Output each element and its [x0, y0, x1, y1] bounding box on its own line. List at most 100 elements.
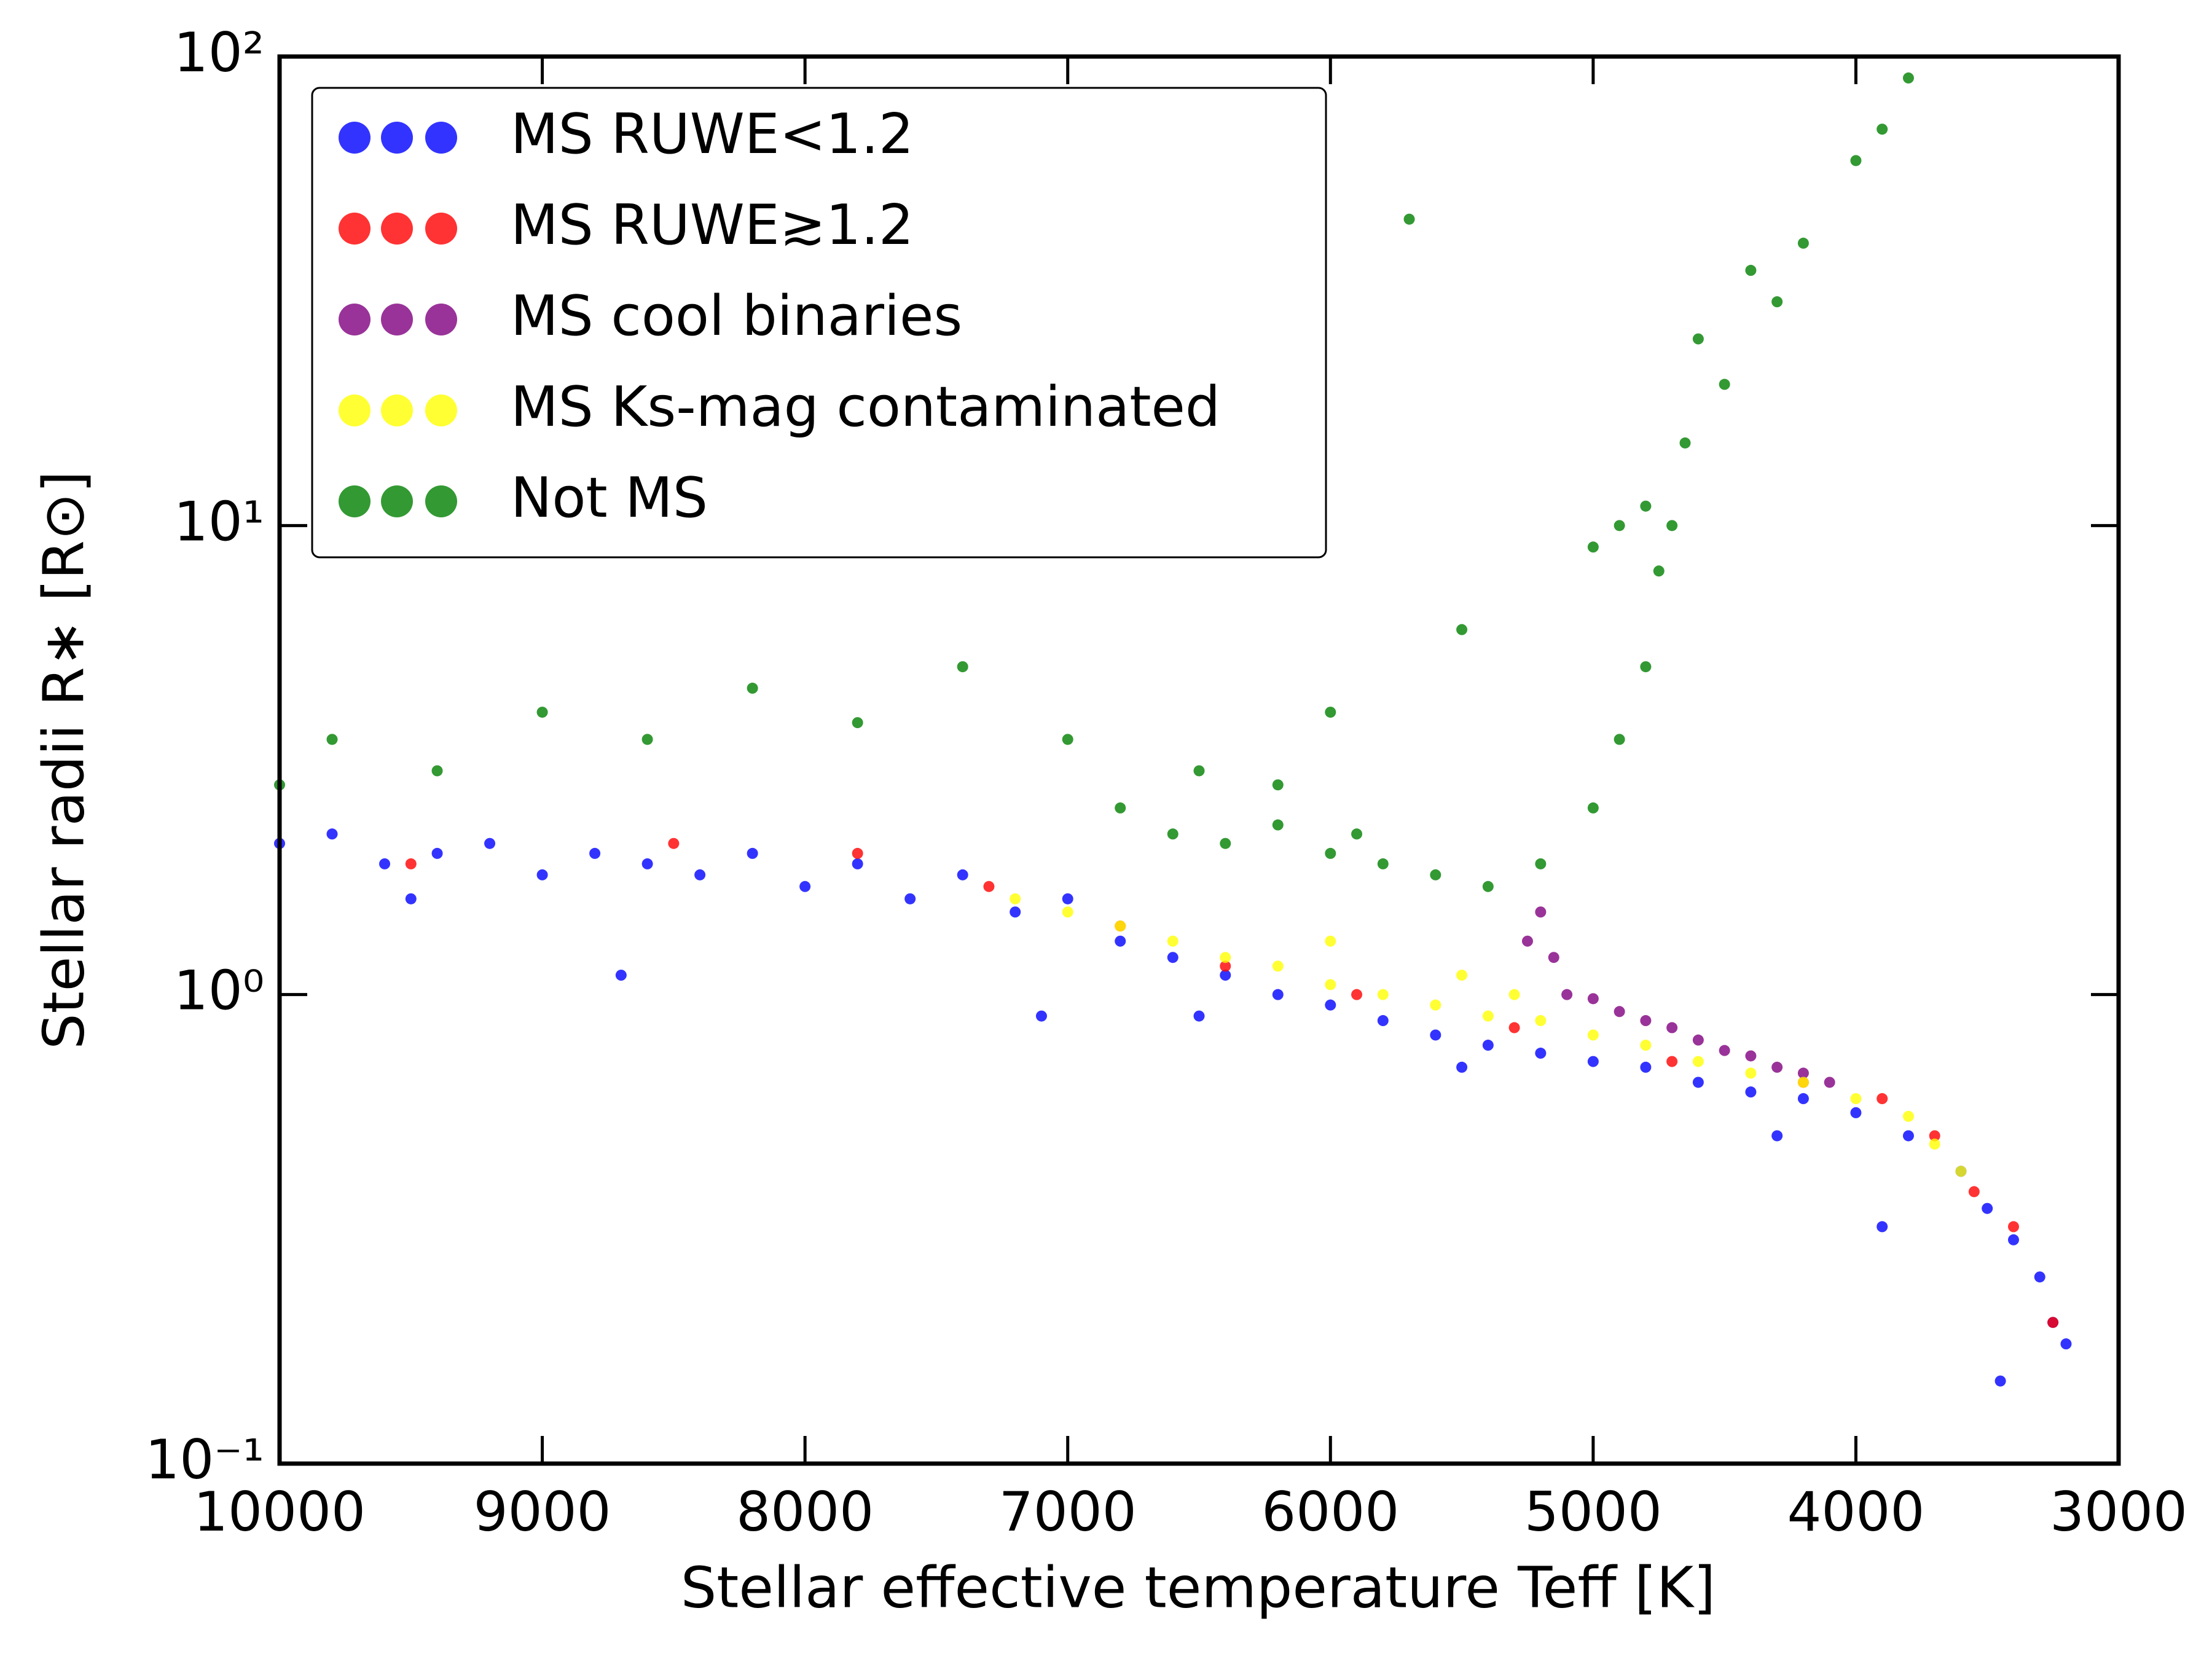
point	[1220, 960, 1231, 972]
point	[405, 893, 417, 904]
point	[747, 683, 758, 694]
point	[1115, 802, 1126, 814]
point	[1955, 1166, 1967, 1177]
point	[957, 661, 968, 673]
legend-marker	[425, 304, 457, 335]
point	[536, 869, 548, 880]
legend-marker	[425, 122, 457, 154]
point	[1482, 1010, 1494, 1022]
point	[431, 847, 443, 859]
point	[1902, 72, 1914, 84]
point	[1325, 707, 1336, 718]
legend-box	[311, 87, 1327, 559]
legend-marker	[425, 213, 457, 245]
point	[1272, 960, 1284, 972]
point	[1692, 1056, 1704, 1067]
point	[1745, 1050, 1757, 1062]
point	[1521, 935, 1533, 947]
point	[904, 893, 916, 904]
point	[1010, 893, 1021, 904]
point	[1797, 237, 1809, 249]
point	[1850, 1093, 1862, 1105]
point	[1982, 1202, 1993, 1214]
point	[1482, 880, 1494, 892]
point	[1850, 1107, 1862, 1118]
point	[1508, 989, 1520, 1000]
point	[1167, 935, 1179, 947]
point	[1062, 893, 1073, 904]
point	[852, 717, 863, 729]
point	[1692, 1034, 1704, 1046]
y-tick-label: 10⁻¹	[145, 1428, 264, 1491]
point	[1640, 1015, 1652, 1027]
point	[2060, 1338, 2072, 1350]
point	[1377, 1015, 1389, 1027]
y-tick-label: 10¹	[174, 490, 264, 553]
x-tick-label: 10000	[194, 1480, 366, 1543]
x-tick-label: 9000	[474, 1480, 611, 1543]
point	[1115, 935, 1126, 947]
legend-label: MS RUWE≳1.2	[511, 193, 914, 257]
point	[747, 847, 758, 859]
point	[1679, 437, 1691, 449]
y-axis-label: Stellar radii R∗ [R⊙]	[31, 471, 96, 1049]
point	[431, 765, 443, 777]
point	[668, 837, 680, 849]
point	[1325, 935, 1336, 947]
point	[1115, 920, 1126, 932]
point	[957, 869, 968, 880]
series	[274, 828, 2072, 1387]
y-tick-label: 10²	[174, 21, 264, 84]
point	[1430, 869, 1441, 880]
point	[1692, 333, 1704, 345]
point	[1587, 802, 1599, 814]
point	[1167, 828, 1179, 840]
point	[2047, 1317, 2059, 1328]
x-tick-label: 3000	[2050, 1480, 2187, 1543]
point	[1062, 734, 1073, 745]
x-axis-label: Stellar effective temperature Teff [K]	[681, 1555, 1716, 1620]
point	[2007, 1234, 2019, 1245]
point	[1877, 124, 1888, 135]
point	[1220, 952, 1231, 963]
point	[1653, 565, 1665, 577]
point	[852, 847, 863, 859]
legend-label: MS Ks-mag contaminated	[511, 375, 1220, 439]
point	[405, 858, 417, 869]
legend-marker	[339, 394, 371, 426]
point	[379, 858, 391, 869]
point	[484, 837, 496, 849]
point	[536, 707, 548, 718]
legend-label: MS RUWE<1.2	[511, 102, 914, 167]
point	[1929, 1130, 1940, 1142]
series	[405, 837, 2059, 1328]
point	[1929, 1138, 1940, 1150]
point	[1535, 1015, 1547, 1027]
x-tick-label: 6000	[1261, 1480, 1399, 1543]
x-tick-label: 4000	[1787, 1480, 1924, 1543]
point	[799, 880, 811, 892]
legend-marker	[339, 122, 371, 154]
point	[1272, 819, 1284, 831]
series	[274, 72, 1914, 892]
point	[1994, 1375, 2006, 1387]
point	[1771, 296, 1783, 308]
point	[1692, 1077, 1704, 1088]
point	[1719, 378, 1730, 390]
point	[1877, 1093, 1888, 1105]
legend-marker	[339, 485, 371, 517]
point	[2034, 1271, 2045, 1283]
point	[1745, 265, 1757, 276]
point	[641, 734, 653, 745]
legend-label: MS cool binaries	[511, 284, 962, 348]
point	[1666, 1022, 1678, 1033]
legend-marker	[381, 485, 413, 517]
point	[615, 970, 627, 981]
point	[1535, 858, 1547, 869]
point	[326, 734, 338, 745]
legend-marker	[381, 213, 413, 245]
x-tick-label: 7000	[999, 1480, 1137, 1543]
point	[1614, 520, 1625, 531]
point	[1771, 1061, 1783, 1073]
point	[1535, 1048, 1547, 1059]
